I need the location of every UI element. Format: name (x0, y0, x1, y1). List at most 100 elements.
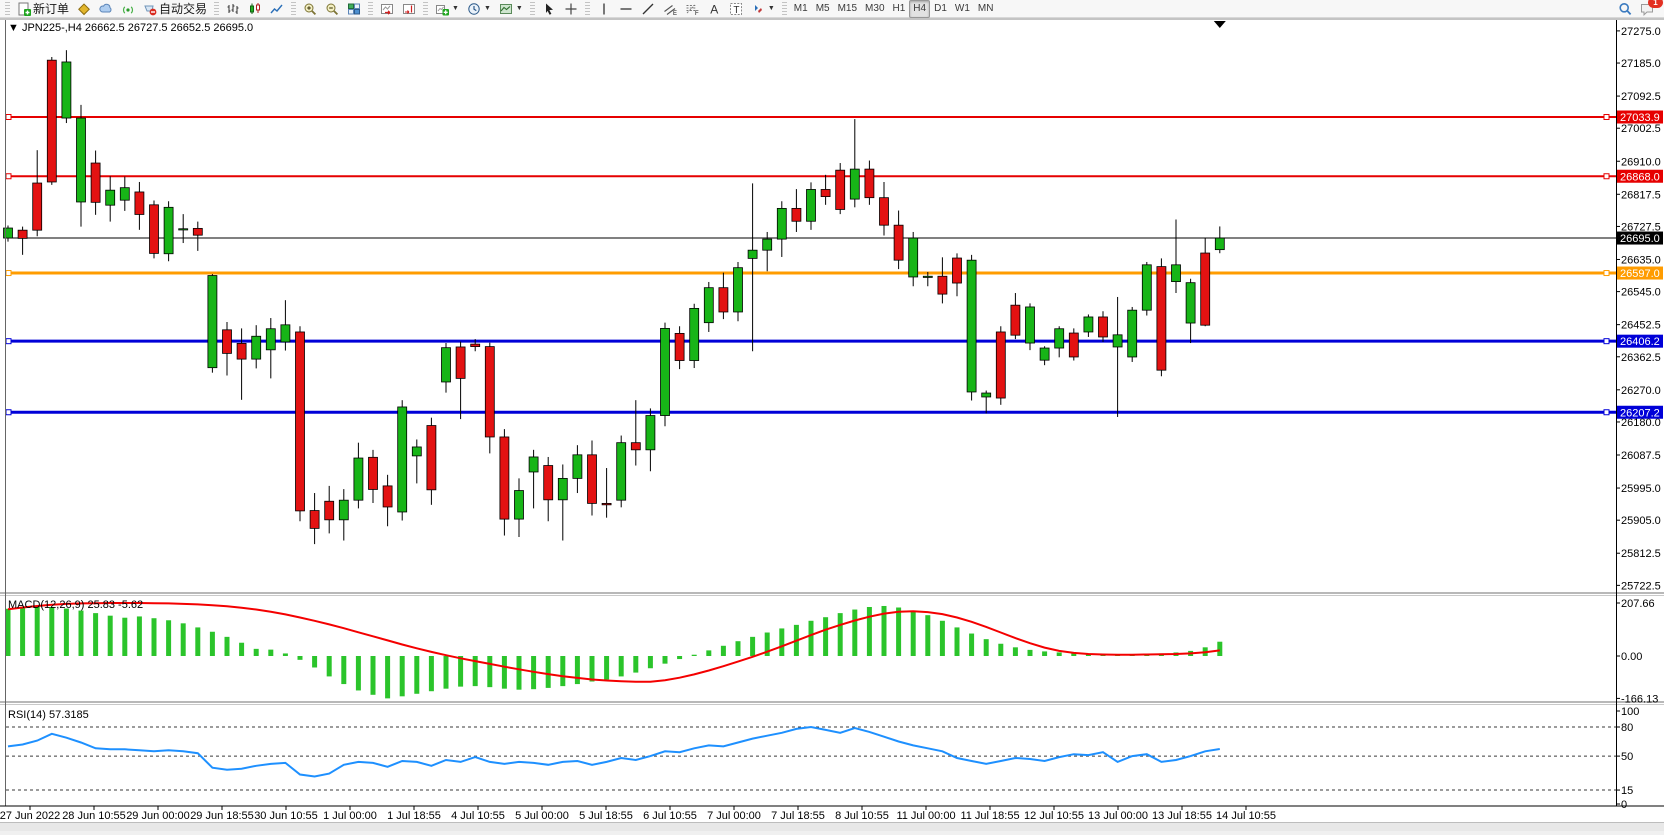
hline-handle[interactable] (5, 270, 12, 277)
macd-scale[interactable]: 207.66 0.00 -166.13 (1616, 598, 1658, 705)
cursor-button[interactable] (538, 0, 560, 18)
candle (820, 189, 831, 198)
text-label-button[interactable]: T (725, 0, 747, 18)
time-axis[interactable]: 27 Jun 2022 28 Jun 10:55 29 Jun 00:00 29 Ju… (0, 806, 1276, 822)
fibonacci-button[interactable]: F (681, 0, 703, 18)
timeframe-mn-button[interactable]: MN (977, 3, 994, 14)
resistance-2-hline[interactable] (5, 173, 1616, 180)
timeframe-m15-button[interactable]: M15 (837, 3, 858, 14)
price-axis[interactable]: 27275.0 27185.0 27092.5 27002.5 26910.0 26817… (1616, 26, 1661, 592)
time-axis-label: 12 Jul 10:55 (1024, 810, 1084, 822)
candle (587, 454, 597, 504)
hline-handle[interactable] (1603, 173, 1610, 180)
candle (76, 117, 86, 203)
chart-canvas[interactable]: 27275.0 27185.0 27092.5 27002.5 26910.0 26817… (0, 18, 1664, 830)
add-indicator-button[interactable]: ▼ (431, 0, 463, 18)
rsi-scale[interactable]: 100 80 50 15 0 (1616, 706, 1639, 811)
hline-handle[interactable] (1603, 409, 1610, 416)
price-badge-26597.0: 26597.0 (1617, 266, 1663, 280)
magnifier-icon (1619, 2, 1632, 15)
hline-handle[interactable] (1603, 338, 1610, 345)
timeframe-d1-button[interactable]: D1 (934, 3, 947, 14)
timeframe-m1-button[interactable]: M1 (793, 3, 808, 14)
crosshair-icon (565, 3, 577, 14)
tile-windows-button[interactable] (343, 0, 365, 18)
search-button[interactable] (1614, 0, 1636, 18)
candle (966, 259, 977, 393)
time-axis-label: 1 Jul 00:00 (323, 810, 377, 822)
svg-text:27033.9: 27033.9 (1620, 112, 1660, 124)
hline-handle[interactable] (5, 114, 12, 120)
svg-text:26597.0: 26597.0 (1620, 268, 1660, 280)
time-axis-label: 4 Jul 10:55 (451, 810, 505, 822)
candle (1025, 306, 1035, 344)
candle (178, 228, 189, 231)
zoom-out-button[interactable] (321, 0, 343, 18)
timeframe-h4-button[interactable]: H4 (909, 0, 931, 18)
candles-chart-button[interactable] (244, 0, 266, 18)
signals-button[interactable] (117, 0, 139, 18)
arrows-button[interactable]: ▼ (747, 0, 779, 18)
candle (514, 490, 524, 520)
price-axis-label: 26545.0 (1621, 287, 1661, 299)
market-button[interactable] (73, 0, 95, 18)
cloud-icon (99, 3, 112, 12)
toolbar-grip (529, 2, 535, 15)
auto-scroll-button[interactable] (376, 0, 398, 18)
hline-icon (620, 7, 632, 10)
zoom-in-button[interactable] (299, 0, 321, 18)
chart-shift-marker-icon[interactable] (1213, 21, 1226, 28)
pivot-orange-hline[interactable] (5, 270, 1616, 277)
chart-background (0, 18, 1664, 830)
trendline-button[interactable] (637, 0, 659, 18)
candle (1171, 264, 1181, 283)
periods-button[interactable]: ▼ (463, 0, 495, 18)
hline-handle[interactable] (1603, 270, 1610, 277)
autotrading-button[interactable]: 自动交易 (139, 0, 211, 18)
equidistant-channel-button[interactable]: E (659, 0, 681, 18)
toolbar-grip (214, 2, 220, 15)
candle (776, 207, 787, 240)
candle (426, 425, 437, 491)
templates-button[interactable]: ▼ (495, 0, 527, 18)
timeframe-h1-button[interactable]: H1 (892, 3, 906, 14)
community-button[interactable] (95, 0, 117, 18)
candle (543, 465, 554, 501)
text-button[interactable]: A (703, 0, 725, 18)
new-order-icon (18, 2, 31, 16)
candle (1068, 332, 1079, 358)
time-axis-label: 6 Jul 10:55 (643, 810, 697, 822)
price-axis-label: 27185.0 (1621, 58, 1661, 70)
time-axis-label: 28 Jun 10:55 (62, 810, 126, 822)
notifications-button[interactable]: 1 (1636, 0, 1663, 18)
hline-handle[interactable] (5, 338, 12, 345)
vertical-line-button[interactable] (593, 0, 615, 18)
hline-handle[interactable] (5, 409, 12, 416)
timeframe-m5-button[interactable]: M5 (815, 3, 830, 14)
candle (368, 456, 378, 490)
candle (32, 182, 43, 231)
tline-icon (642, 3, 654, 14)
chart-shift-button[interactable] (398, 0, 420, 18)
candle (61, 61, 72, 119)
rsi-scale-label: 80 (1621, 722, 1633, 734)
candle (470, 343, 481, 348)
candle (484, 346, 495, 438)
bars-chart-button[interactable] (222, 0, 244, 18)
timeframe-m30-button[interactable]: M30 (865, 3, 885, 14)
candle (616, 442, 627, 501)
candle (528, 456, 539, 473)
bars-icon (227, 3, 239, 14)
new-order-button[interactable]: 新订单 (13, 0, 73, 18)
candle (1200, 252, 1211, 326)
line-chart-button[interactable] (266, 0, 288, 18)
price-badge-26406.2: 26406.2 (1617, 334, 1663, 348)
crosshair-button[interactable] (560, 0, 582, 18)
hline-handle[interactable] (5, 173, 12, 180)
horizontal-line-button[interactable] (615, 0, 637, 18)
autoscroll-icon (381, 3, 394, 15)
macd-scale-label: -166.13 (1621, 693, 1658, 705)
rsi-scale-label: 0 (1621, 799, 1627, 811)
hline-handle[interactable] (1603, 114, 1610, 120)
timeframe-w1-button[interactable]: W1 (954, 3, 970, 14)
